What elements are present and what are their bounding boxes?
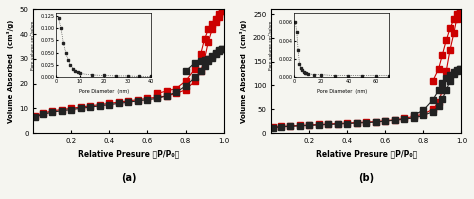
X-axis label: Relative Presure （P/P₀）: Relative Presure （P/P₀） <box>316 149 417 158</box>
Y-axis label: Volume Absorbed  (cm³/g): Volume Absorbed (cm³/g) <box>7 20 14 123</box>
Text: (a): (a) <box>121 173 136 182</box>
X-axis label: Relative Presure （P/P₀）: Relative Presure （P/P₀） <box>78 149 179 158</box>
Text: (b): (b) <box>358 173 374 182</box>
Y-axis label: Volume Absorbed  (cm³/g): Volume Absorbed (cm³/g) <box>240 20 247 123</box>
